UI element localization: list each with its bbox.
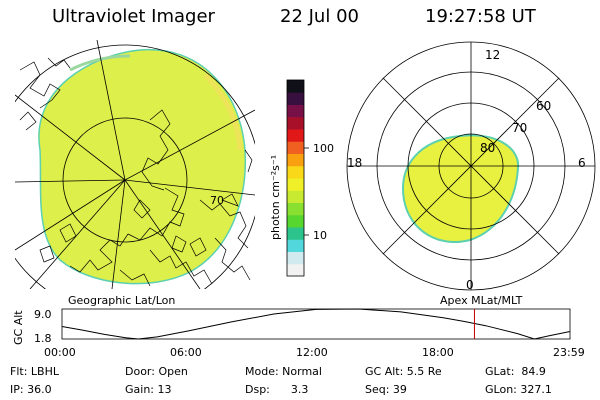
mlat-label-80: 80 [480,141,495,155]
footer-dsp: Dsp: 3.3 [245,383,309,396]
time-label: 19:27:58 UT [425,6,536,27]
colorbar-segment [287,92,304,105]
xtick-0000: 00:00 [44,346,76,359]
right-map-label: Apex MLat/MLT [440,294,523,307]
footer-seq: Seq: 39 [365,383,407,396]
footer-gain: Gain: 13 [125,383,172,396]
footer-gc-alt: GC Alt: 5.5 Re [365,365,442,378]
mlt-label-0: 0 [466,278,474,292]
colorbar-segment [287,153,304,167]
colorbar-tick-10: 10 [313,229,327,242]
colorbar-segment [287,263,304,277]
colorbar [287,80,304,277]
footer-glat: GLat: 84.9 [485,365,546,378]
mlt-label-6: 6 [578,156,586,170]
altitude-ylabel: GC Alt [12,310,25,345]
colorbar-segment [287,141,304,154]
colorbar-segment [287,202,304,216]
mlat-label-60: 60 [536,99,551,113]
app-title: Ultraviolet Imager [52,6,215,27]
colorbar-segment [287,80,304,93]
colorbar-segment [287,116,304,130]
altitude-ytick-9: 9.0 [34,308,52,321]
lat-70-label: 70 [210,194,224,207]
colorbar-segment [287,239,304,252]
date-label: 22 Jul 00 [280,6,359,27]
altitude-plot [61,308,571,340]
auroral-image-right [402,134,520,243]
footer-glon: GLon: 327.1 [485,383,552,396]
magnetic-polar-map [346,41,596,291]
geographic-map [15,40,255,289]
altitude-series-line [61,308,571,340]
colorbar-segment [287,104,304,118]
colorbar-segment [287,178,304,191]
altitude-plot-frame [61,308,571,340]
left-map-label: Geographic Lat/Lon [68,294,175,307]
xtick-0600: 06:00 [170,346,202,359]
footer-ip: IP: 36.0 [10,383,52,396]
colorbar-segment [287,129,304,142]
colorbar-segment [287,227,304,240]
footer-mode: Mode: Normal [245,365,322,378]
xtick-1800: 18:00 [422,346,454,359]
colorbar-frame [286,79,305,277]
footer-door: Door: Open [125,365,188,378]
mlat-label-70: 70 [512,121,527,135]
colorbar-segment [287,165,304,179]
colorbar-segment [287,251,304,265]
altitude-ytick-1-8: 1.8 [34,332,52,345]
colorbar-unit-label: photon cm⁻²s⁻¹ [269,155,282,240]
xtick-1200: 12:00 [296,346,328,359]
footer-filter: Flt: LBHL [10,365,59,378]
colorbar-segment [287,214,304,228]
lat-circle-inner [62,117,188,243]
mlt-label-18: 18 [347,156,362,170]
xtick-2359: 23:59 [553,346,585,359]
colorbar-tick-100: 100 [313,142,334,155]
colorbar-segment [287,190,304,203]
coastlines [19,57,253,287]
lat-circle-outer [15,44,255,289]
mlt-label-12: 12 [485,48,500,62]
